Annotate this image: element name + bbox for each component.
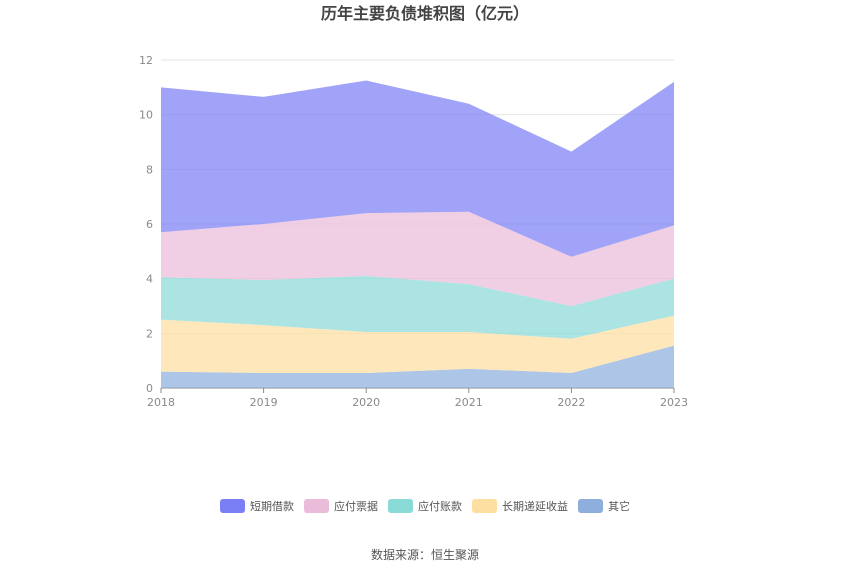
legend-swatch: [578, 499, 603, 513]
x-tick-label: 2023: [660, 396, 688, 409]
legend-item[interactable]: 应付票据: [304, 499, 378, 513]
y-tick-label: 4: [146, 273, 153, 286]
data-source: 数据来源：恒生聚源: [371, 547, 479, 562]
legend-item[interactable]: 应付账款: [388, 499, 462, 513]
legend-swatch: [304, 499, 329, 513]
legend-label: 应付票据: [334, 499, 378, 513]
x-tick-label: 2021: [455, 396, 483, 409]
x-tick-label: 2019: [250, 396, 278, 409]
area-应付账款: [161, 275, 674, 339]
x-tick-label: 2022: [557, 396, 585, 409]
y-tick-label: 0: [146, 382, 153, 395]
legend-label: 应付账款: [418, 499, 462, 513]
y-tick-label: 8: [146, 163, 153, 176]
legend-item[interactable]: 长期递延收益: [472, 499, 568, 513]
legend-item[interactable]: 短期借款: [220, 499, 294, 513]
area-其它: [161, 345, 674, 388]
legend-label: 短期借款: [250, 499, 294, 513]
area-series: [161, 80, 674, 388]
y-tick-label: 12: [139, 54, 153, 67]
area-长期递延收益: [161, 315, 674, 373]
legend-swatch: [220, 499, 245, 513]
area-应付票据: [161, 211, 674, 306]
legend-swatch: [388, 499, 413, 513]
legend-item[interactable]: 其它: [578, 499, 630, 513]
chart-title: 历年主要负债堆积图（亿元）: [321, 4, 529, 23]
x-tick-label: 2018: [147, 396, 175, 409]
y-tick-label: 10: [139, 109, 153, 122]
legend[interactable]: 短期借款 应付票据 应付账款 长期递延收益 其它: [220, 499, 630, 513]
area-短期借款: [161, 80, 674, 257]
axes: 2018 2019 2020 2021 2022 2023: [147, 388, 688, 409]
y-tick-label: 2: [146, 327, 153, 340]
y-tick-label: 6: [146, 218, 153, 231]
legend-label: 其它: [608, 499, 630, 513]
x-tick-label: 2020: [352, 396, 380, 409]
legend-swatch: [472, 499, 497, 513]
legend-label: 长期递延收益: [502, 499, 568, 513]
